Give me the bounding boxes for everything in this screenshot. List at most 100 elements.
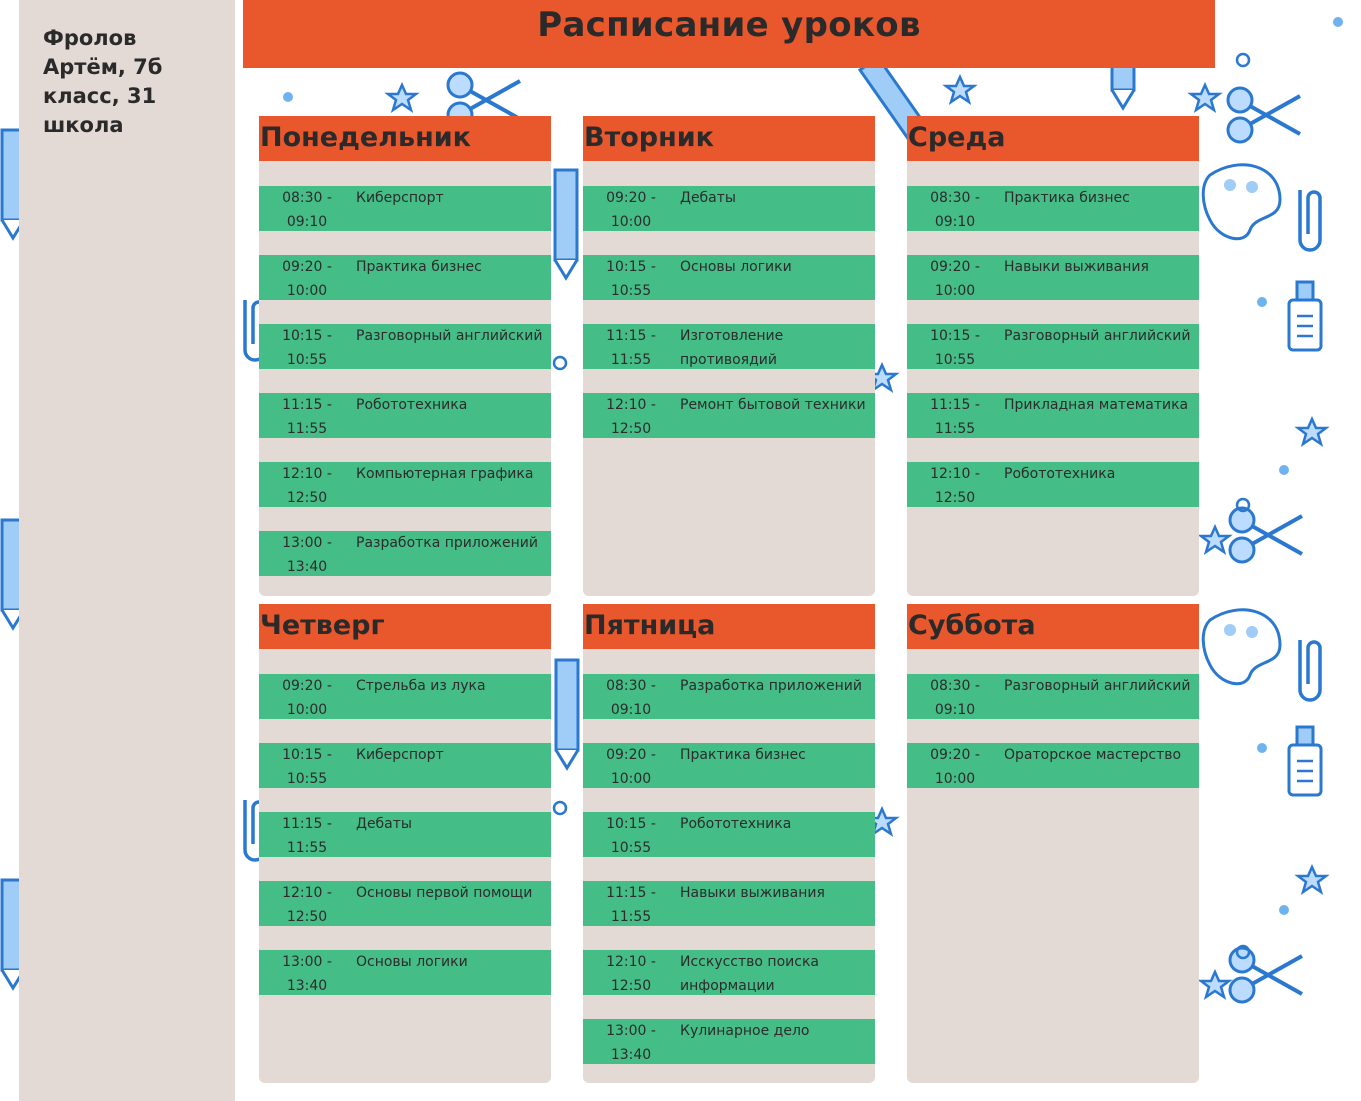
lesson-row: 09:20 - 10:00 Практика бизнес: [259, 255, 551, 300]
lesson-row: 11:15 - 11:55 Дебаты: [259, 812, 551, 857]
lesson-row: 10:15 - 10:55 Робототехника: [583, 812, 875, 857]
lesson-time: 12:10 - 12:50: [606, 397, 656, 437]
lesson-time: 11:15 - 11:55: [282, 397, 332, 437]
lesson-subject: Робототехника: [680, 816, 792, 832]
lesson-time: 10:15 - 10:55: [282, 328, 332, 368]
sidebar: Фролов Артём, 7б класс, 31 школа: [19, 0, 235, 1101]
lesson-time: 13:00 - 13:40: [282, 535, 332, 575]
lesson-list: 09:20 - 10:00 Стрельба из лука 10:15 - 10…: [259, 649, 551, 995]
lesson-time: 08:30 - 09:10: [930, 190, 980, 230]
lesson-subject: Киберспорт: [356, 747, 444, 763]
lesson-row: 08:30 - 09:10 Разговорный английский: [907, 674, 1199, 719]
title-bar: Расписание уроков: [243, 0, 1215, 68]
lesson-time: 09:20 - 10:00: [606, 190, 656, 230]
lesson-row: 08:30 - 09:10 Киберспорт: [259, 186, 551, 231]
lesson-row: 12:10 - 12:50 Исскусство поиска информаци…: [583, 950, 875, 995]
day-header: Понедельник: [259, 116, 551, 161]
day-header: Четверг: [259, 604, 551, 649]
student-info: Фролов Артём, 7б класс, 31 школа: [43, 26, 163, 137]
lesson-subject: Изготовление противоядий: [680, 328, 784, 368]
lesson-row: 13:00 - 13:40 Разработка приложений: [259, 531, 551, 576]
lesson-subject: Ораторское мастерство: [1004, 747, 1182, 763]
lesson-row: 11:15 - 11:55 Изготовление противоядий: [583, 324, 875, 369]
day-card-friday: Пятница 08:30 - 09:10 Разработка приложен…: [583, 604, 875, 1083]
day-name: Суббота: [908, 610, 1036, 641]
day-header: Суббота: [907, 604, 1199, 649]
lesson-row: 10:15 - 10:55 Разговорный английский: [907, 324, 1199, 369]
lesson-time: 12:10 - 12:50: [282, 466, 332, 506]
day-name: Среда: [908, 122, 1006, 153]
lesson-subject: Ремонт бытовой техники: [680, 397, 866, 413]
lesson-time: 09:20 - 10:00: [282, 259, 332, 299]
lesson-subject: Практика бизнес: [1004, 190, 1130, 206]
lesson-row: 13:00 - 13:40 Основы логики: [259, 950, 551, 995]
lesson-row: 13:00 - 13:40 Кулинарное дело: [583, 1019, 875, 1064]
lesson-time: 12:10 - 12:50: [930, 466, 980, 506]
day-header: Среда: [907, 116, 1199, 161]
lesson-time: 09:20 - 10:00: [282, 678, 332, 718]
lesson-time: 10:15 - 10:55: [282, 747, 332, 787]
lesson-row: 09:20 - 10:00 Практика бизнес: [583, 743, 875, 788]
day-card-thursday: Четверг 09:20 - 10:00 Стрельба из лука 10…: [259, 604, 551, 1083]
lesson-row: 09:20 - 10:00 Ораторское мастерство: [907, 743, 1199, 788]
lesson-row: 10:15 - 10:55 Основы логики: [583, 255, 875, 300]
day-card-saturday: Суббота 08:30 - 09:10 Разговорный английс…: [907, 604, 1199, 1083]
lesson-time: 08:30 - 09:10: [606, 678, 656, 718]
lesson-time: 12:10 - 12:50: [282, 885, 332, 925]
page-title: Расписание уроков: [537, 5, 921, 45]
lesson-list: 08:30 - 09:10 Киберспорт 09:20 - 10:00 Пра…: [259, 161, 551, 576]
day-card-wednesday: Среда 08:30 - 09:10 Практика бизнес 09:20…: [907, 116, 1199, 596]
lesson-subject: Киберспорт: [356, 190, 444, 206]
lesson-subject: Разработка приложений: [356, 535, 538, 551]
lesson-row: 08:30 - 09:10 Разработка приложений: [583, 674, 875, 719]
lesson-subject: Робототехника: [356, 397, 468, 413]
lesson-list: 09:20 - 10:00 Дебаты 10:15 - 10:55 Основы …: [583, 161, 875, 438]
lesson-subject: Исскусство поиска информации: [680, 954, 819, 994]
lesson-row: 09:20 - 10:00 Дебаты: [583, 186, 875, 231]
lesson-time: 11:15 - 11:55: [606, 885, 656, 925]
lesson-subject: Дебаты: [356, 816, 412, 832]
lesson-subject: Компьютерная графика: [356, 466, 534, 482]
day-header: Вторник: [583, 116, 875, 161]
lesson-row: 12:10 - 12:50 Компьютерная графика: [259, 462, 551, 507]
lesson-subject: Навыки выживания: [1004, 259, 1149, 275]
lesson-time: 11:15 - 11:55: [606, 328, 656, 368]
lesson-time: 10:15 - 10:55: [930, 328, 980, 368]
day-header: Пятница: [583, 604, 875, 649]
lesson-subject: Разговорный английский: [1004, 328, 1191, 344]
day-name: Пятница: [584, 610, 716, 641]
lesson-row: 11:15 - 11:55 Прикладная математика: [907, 393, 1199, 438]
lesson-row: 10:15 - 10:55 Разговорный английский: [259, 324, 551, 369]
lesson-row: 08:30 - 09:10 Практика бизнес: [907, 186, 1199, 231]
day-card-tuesday: Вторник 09:20 - 10:00 Дебаты 10:15 - 10:5…: [583, 116, 875, 596]
lesson-time: 08:30 - 09:10: [930, 678, 980, 718]
lesson-time: 13:00 - 13:40: [606, 1023, 656, 1063]
lesson-subject: Основы логики: [680, 259, 792, 275]
lesson-subject: Разговорный английский: [356, 328, 543, 344]
lesson-subject: Прикладная математика: [1004, 397, 1189, 413]
lesson-row: 12:10 - 12:50 Ремонт бытовой техники: [583, 393, 875, 438]
lesson-list: 08:30 - 09:10 Разговорный английский 09:2…: [907, 649, 1199, 788]
lesson-subject: Основы логики: [356, 954, 468, 970]
lesson-time: 11:15 - 11:55: [282, 816, 332, 856]
lesson-subject: Стрельба из лука: [356, 678, 486, 694]
lesson-subject: Разговорный английский: [1004, 678, 1191, 694]
day-name: Четверг: [260, 610, 385, 641]
lesson-subject: Разработка приложений: [680, 678, 862, 694]
lesson-subject: Дебаты: [680, 190, 736, 206]
lesson-row: 10:15 - 10:55 Киберспорт: [259, 743, 551, 788]
day-card-monday: Понедельник 08:30 - 09:10 Киберспорт 09:2…: [259, 116, 551, 596]
lesson-row: 09:20 - 10:00 Навыки выживания: [907, 255, 1199, 300]
lesson-list: 08:30 - 09:10 Разработка приложений 09:20…: [583, 649, 875, 1064]
lesson-time: 10:15 - 10:55: [606, 259, 656, 299]
lesson-subject: Практика бизнес: [356, 259, 482, 275]
lesson-subject: Основы первой помощи: [356, 885, 533, 901]
lesson-time: 09:20 - 10:00: [606, 747, 656, 787]
lesson-time: 09:20 - 10:00: [930, 259, 980, 299]
lesson-time: 10:15 - 10:55: [606, 816, 656, 856]
lesson-subject: Кулинарное дело: [680, 1023, 810, 1039]
lesson-time: 12:10 - 12:50: [606, 954, 656, 994]
lesson-row: 12:10 - 12:50 Робототехника: [907, 462, 1199, 507]
lesson-row: 12:10 - 12:50 Основы первой помощи: [259, 881, 551, 926]
day-name: Вторник: [584, 122, 715, 153]
